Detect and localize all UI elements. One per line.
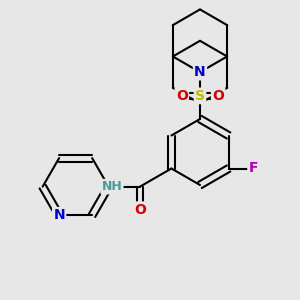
Text: O: O [134, 203, 146, 217]
Text: F: F [249, 161, 258, 176]
Text: N: N [53, 208, 65, 222]
Text: O: O [176, 89, 188, 103]
Text: NH: NH [102, 180, 122, 193]
Text: N: N [194, 65, 206, 79]
Text: S: S [195, 89, 205, 103]
Text: O: O [212, 89, 224, 103]
